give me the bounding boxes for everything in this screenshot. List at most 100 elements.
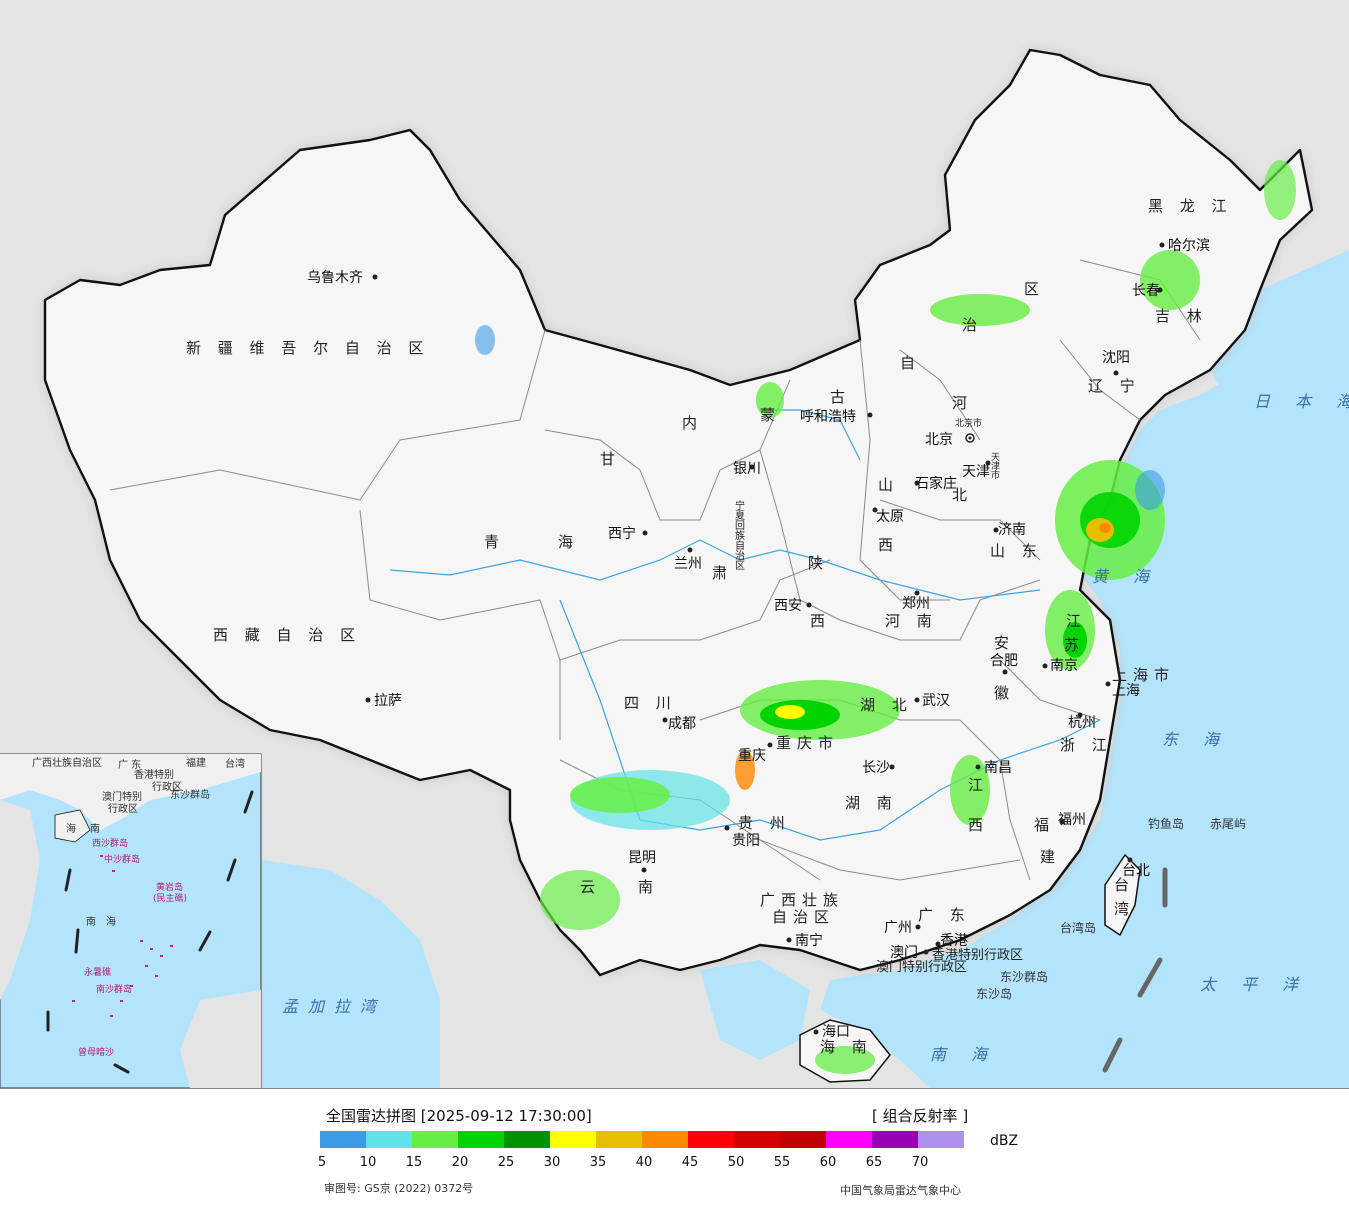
city-xianggang: 香港 xyxy=(940,933,968,949)
city-yinchuan: 银川 xyxy=(733,461,761,477)
city-taiyuan: 太原 xyxy=(876,509,904,525)
city-chongqing: 重庆 xyxy=(738,748,766,764)
city-xining: 西宁 xyxy=(608,525,636,542)
legend-tick-label: 65 xyxy=(865,1155,883,1170)
color-swatch-9 xyxy=(734,1131,780,1148)
legend-tick-label: 40 xyxy=(635,1155,653,1170)
city-tianjin: 天津 xyxy=(962,464,990,480)
inset-sea-2: 海 xyxy=(106,915,116,928)
map-approval-number: 审图号: GS京 (2022) 0372号 xyxy=(324,1182,474,1195)
province-borders xyxy=(109,259,1201,881)
sea-pacific: 太 平 洋 xyxy=(1200,975,1308,994)
label-xinjiang: 新 疆 维 吾 尔 自 治 区 xyxy=(186,339,429,357)
city-hangzhou: 杭州 xyxy=(1068,715,1096,731)
label-taiwan-1: 台 xyxy=(1114,876,1135,894)
legend-tick-label: 70 xyxy=(911,1155,929,1170)
color-swatch-13 xyxy=(918,1131,964,1148)
city-hohhot: 呼和浩特 xyxy=(800,409,856,425)
island-taiwan: 台湾岛 xyxy=(1060,920,1096,935)
color-swatch-6 xyxy=(596,1131,642,1148)
city-fuzhou: 福州 xyxy=(1058,812,1086,828)
sea-south: 南 海 xyxy=(930,1045,997,1064)
label-jiangxi-2: 西 xyxy=(968,816,989,834)
inset-guangdong: 广 东 xyxy=(118,758,141,771)
label-hubei: 湖 北 xyxy=(860,696,913,714)
taiwan-island xyxy=(1104,853,1141,937)
city-changsha: 长沙 xyxy=(862,760,890,776)
label-qinghai-2: 海 xyxy=(558,533,579,551)
legend-tick-label: 35 xyxy=(589,1155,607,1170)
label-jilin: 吉 林 xyxy=(1155,307,1208,325)
label-guangxi-1: 广西壮族 xyxy=(760,891,844,909)
label-shaanxi-1: 陕 xyxy=(808,554,829,572)
color-swatch-3 xyxy=(458,1131,504,1148)
legend-tick-label: 55 xyxy=(773,1155,791,1170)
label-taiwan-2: 湾 xyxy=(1114,900,1135,918)
inset-fujian: 福建 xyxy=(186,756,206,769)
color-swatch-1 xyxy=(366,1131,412,1148)
inset-nansha: 南沙群岛 xyxy=(96,983,132,995)
legend-panel: 全国雷达拼图 [2025-09-12 17:30:00] [ 组合反射率 ] d… xyxy=(0,1089,1349,1208)
label-shanxi-1: 山 xyxy=(878,476,899,494)
inset-xisha: 西沙群岛 xyxy=(92,837,128,849)
city-beijing: 北京 xyxy=(925,432,953,448)
label-inner-5: 治 xyxy=(962,316,983,334)
label-guangdong: 广 东 xyxy=(918,906,971,924)
legend-tick-label: 60 xyxy=(819,1155,837,1170)
label-jiangxi-1: 江 xyxy=(968,776,989,794)
color-swatch-0 xyxy=(320,1131,366,1148)
color-swatch-12 xyxy=(872,1131,918,1148)
city-urumqi: 乌鲁木齐 xyxy=(307,270,363,286)
legend-tick-label: 45 xyxy=(681,1155,699,1170)
label-inner-3: 古 xyxy=(830,388,851,406)
color-swatch-4 xyxy=(504,1131,550,1148)
sea-bengal: 孟加拉湾 xyxy=(282,997,386,1016)
color-scale-bar xyxy=(320,1131,964,1148)
label-jiangsu-2: 苏 xyxy=(1064,636,1085,654)
inset-huangyan: 黄岩岛 xyxy=(156,881,183,893)
sea-area xyxy=(820,260,1349,1088)
label-gansu-1: 甘 xyxy=(600,450,621,468)
label-shanghai: 上海市 xyxy=(1112,666,1175,684)
label-henan: 河 南 xyxy=(885,612,938,630)
label-qinghai-1: 青 xyxy=(484,533,505,551)
label-inner-1: 内 xyxy=(682,414,703,432)
island-dongsha-group: 东沙群岛 xyxy=(1000,969,1048,984)
label-guangxi-2: 自治区 xyxy=(772,908,835,926)
city-lhasa: 拉萨 xyxy=(374,693,402,709)
legend-tick-label: 15 xyxy=(405,1155,423,1170)
city-nanning: 南宁 xyxy=(795,932,823,949)
inset-hkmo-4: 行政区 xyxy=(108,802,138,815)
gulf-tonkin xyxy=(700,960,810,1060)
label-guizhou: 贵 州 xyxy=(738,814,791,832)
city-kunming: 昆明 xyxy=(628,850,656,866)
city-markers xyxy=(365,242,1165,1035)
label-tianjin-city: 天津市 xyxy=(989,452,1000,480)
sea-yellow: 黄 海 xyxy=(1092,567,1159,586)
label-fujian-2: 建 xyxy=(1040,848,1061,866)
city-harbin: 哈尔滨 xyxy=(1168,238,1210,254)
inset-dongsha: 东沙群岛 xyxy=(170,788,210,801)
label-beijing-city: 北京市 xyxy=(955,417,982,429)
label-inner-6: 区 xyxy=(1024,280,1045,298)
city-nanchang: 南昌 xyxy=(984,760,1012,776)
label-gansu-2: 肃 xyxy=(712,564,733,582)
color-swatch-2 xyxy=(412,1131,458,1148)
inset-zengmu: 曾母暗沙 xyxy=(78,1046,114,1058)
legend-unit: dBZ xyxy=(990,1133,1019,1149)
city-nanjing: 南京 xyxy=(1050,658,1078,674)
label-shaanxi-2: 西 xyxy=(810,612,831,630)
color-swatch-5 xyxy=(550,1131,596,1148)
label-inner-4: 自 xyxy=(900,354,921,372)
label-yunnan-2: 南 xyxy=(638,878,659,896)
label-yunnan-1: 云 xyxy=(580,878,601,896)
city-wuhan: 武汉 xyxy=(922,693,950,709)
city-taibei: 台北 xyxy=(1122,863,1150,879)
island-dongsha: 东沙岛 xyxy=(976,986,1012,1001)
inset-sea-1: 南 xyxy=(86,915,96,928)
bay-of-bengal xyxy=(262,860,440,1088)
inset-guangxi: 广西壮族自治区 xyxy=(32,756,102,769)
label-shanxi-2: 西 xyxy=(878,536,899,554)
radar-map: 新 疆 维 吾 尔 自 治 区 西 藏 自 治 区 青 海 甘 肃 内 蒙 古 … xyxy=(0,0,1349,1089)
china-land xyxy=(43,48,1314,977)
